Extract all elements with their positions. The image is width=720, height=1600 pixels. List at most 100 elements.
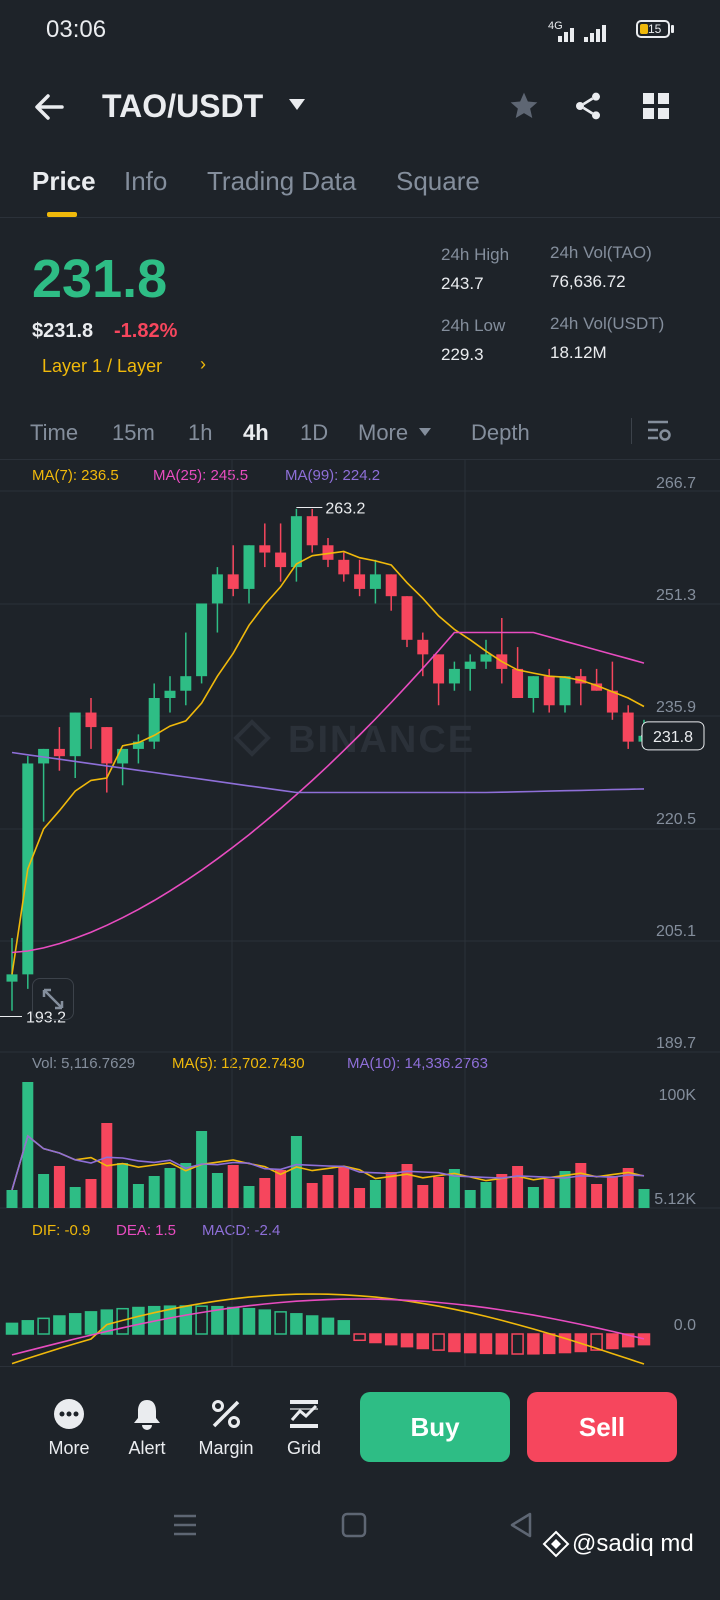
grid-menu-icon[interactable] <box>642 92 670 125</box>
volume-bar <box>575 1163 587 1208</box>
interval-depth[interactable]: Depth <box>471 420 530 445</box>
stat-vol-tao-value: 76,636.72 <box>550 272 626 291</box>
more-dropdown-icon[interactable] <box>418 424 432 442</box>
status-time: 03:06 <box>46 16 107 43</box>
candle-body <box>559 676 571 706</box>
price-axis-label: 220.5 <box>656 811 696 828</box>
macd-bar <box>305 1315 319 1335</box>
interval-more[interactable]: More <box>358 420 409 445</box>
category-link[interactable]: Layer 1 / Layer <box>42 356 163 376</box>
macd-bar <box>511 1333 524 1355</box>
chevron-right-icon[interactable]: › <box>200 354 206 374</box>
candle-body <box>306 516 318 546</box>
macd-bar <box>321 1317 335 1335</box>
macd-bar <box>163 1305 177 1335</box>
volume-bar <box>196 1131 208 1208</box>
candle-body <box>290 516 302 568</box>
sell-button[interactable]: Sell <box>527 1392 677 1462</box>
macd-bar <box>179 1305 193 1335</box>
candle-body <box>512 668 524 698</box>
divider <box>631 418 632 444</box>
candle-body <box>243 545 255 589</box>
volume-bar <box>385 1172 397 1208</box>
expand-chart-icon[interactable] <box>32 978 74 1020</box>
candle-body <box>211 574 223 604</box>
volume-bar <box>433 1177 445 1208</box>
tab-price[interactable]: Price <box>32 166 96 196</box>
candle-body <box>227 574 239 589</box>
back-nav-icon[interactable] <box>508 1512 534 1543</box>
volume-bar <box>22 1082 34 1208</box>
interval-15m[interactable]: 15m <box>112 420 155 445</box>
price-axis-label: 251.3 <box>656 587 696 604</box>
macd-bar <box>353 1333 366 1342</box>
volume-bar <box>38 1174 50 1208</box>
alert-label[interactable]: Alert <box>128 1438 166 1458</box>
stat-low-label: 24h Low <box>441 316 506 335</box>
volume-bar <box>622 1168 634 1208</box>
volume-bar <box>322 1175 334 1208</box>
tab-info[interactable]: Info <box>124 166 168 196</box>
high-marker-label: 263.2 <box>325 500 365 517</box>
back-arrow-icon[interactable] <box>32 90 66 124</box>
ma7-line <box>11 550 645 975</box>
pair-title[interactable]: TAO/USDT <box>102 88 264 124</box>
candle-body <box>164 690 176 698</box>
alert-bell-icon[interactable] <box>132 1398 162 1435</box>
stat-high-label: 24h High <box>441 245 510 264</box>
recents-nav-icon[interactable] <box>172 1512 198 1543</box>
dea-line <box>11 1298 645 1356</box>
volume-bar <box>512 1166 524 1208</box>
battery-icon: 15 <box>636 20 670 38</box>
tab-trading-data[interactable]: Trading Data <box>207 166 357 196</box>
ma99-legend: MA(99): 224.2 <box>285 467 381 484</box>
grid-label[interactable]: Grid <box>286 1438 321 1458</box>
interval-time[interactable]: Time <box>30 420 79 445</box>
volume-bar <box>559 1171 571 1208</box>
macd-bar <box>558 1333 572 1354</box>
macd-bar <box>527 1333 540 1355</box>
interval-4h[interactable]: 4h <box>243 420 269 445</box>
volume-axis-label: 100K <box>659 1087 697 1104</box>
volume-bar <box>354 1188 366 1208</box>
margin-label[interactable]: Margin <box>198 1438 254 1458</box>
macd-bar <box>621 1333 635 1348</box>
interval-1h[interactable]: 1h <box>188 420 213 445</box>
more-label[interactable]: More <box>48 1438 90 1458</box>
macd-bar <box>337 1320 351 1335</box>
price-usd: $231.8 <box>32 320 94 342</box>
margin-icon[interactable] <box>210 1398 242 1435</box>
price-change: -1.82% <box>114 320 178 342</box>
stat-vol-usdt-value: 18.12M <box>550 343 607 362</box>
divider <box>0 459 720 460</box>
volume-bar <box>464 1190 476 1208</box>
watermark-logo-icon <box>542 1530 570 1563</box>
candle-body <box>433 654 445 684</box>
volume-bar <box>6 1190 18 1208</box>
macd-bar <box>211 1305 224 1335</box>
price-chart[interactable]: 266.7 251.3 235.9 220.5 205.1 189.7 BINANCE 263… <box>0 460 720 1366</box>
buy-button[interactable]: Buy <box>360 1392 510 1462</box>
volume-bar <box>591 1184 603 1208</box>
macd-bar <box>84 1311 98 1335</box>
interval-1d[interactable]: 1D <box>300 420 329 445</box>
tab-square[interactable]: Square <box>396 166 480 196</box>
grid-trading-icon[interactable] <box>288 1398 320 1435</box>
price-axis-label: 205.1 <box>656 923 696 940</box>
candle-body <box>196 603 208 677</box>
more-icon[interactable] <box>53 1398 85 1435</box>
volume-bar <box>638 1189 650 1208</box>
volume-bar <box>53 1166 65 1208</box>
favorite-star-icon[interactable] <box>508 90 540 127</box>
candle-body <box>322 545 334 560</box>
chart-settings-icon[interactable] <box>646 418 672 449</box>
share-icon[interactable] <box>572 90 604 127</box>
pair-dropdown-icon[interactable] <box>288 98 306 117</box>
volume-bar <box>85 1179 97 1208</box>
macd-bar <box>637 1333 651 1346</box>
chart-watermark: BINANCE <box>288 719 475 761</box>
home-nav-icon[interactable] <box>341 1512 367 1543</box>
macd-bar <box>226 1306 240 1335</box>
volume-bar <box>275 1170 287 1208</box>
divider <box>0 1366 720 1367</box>
